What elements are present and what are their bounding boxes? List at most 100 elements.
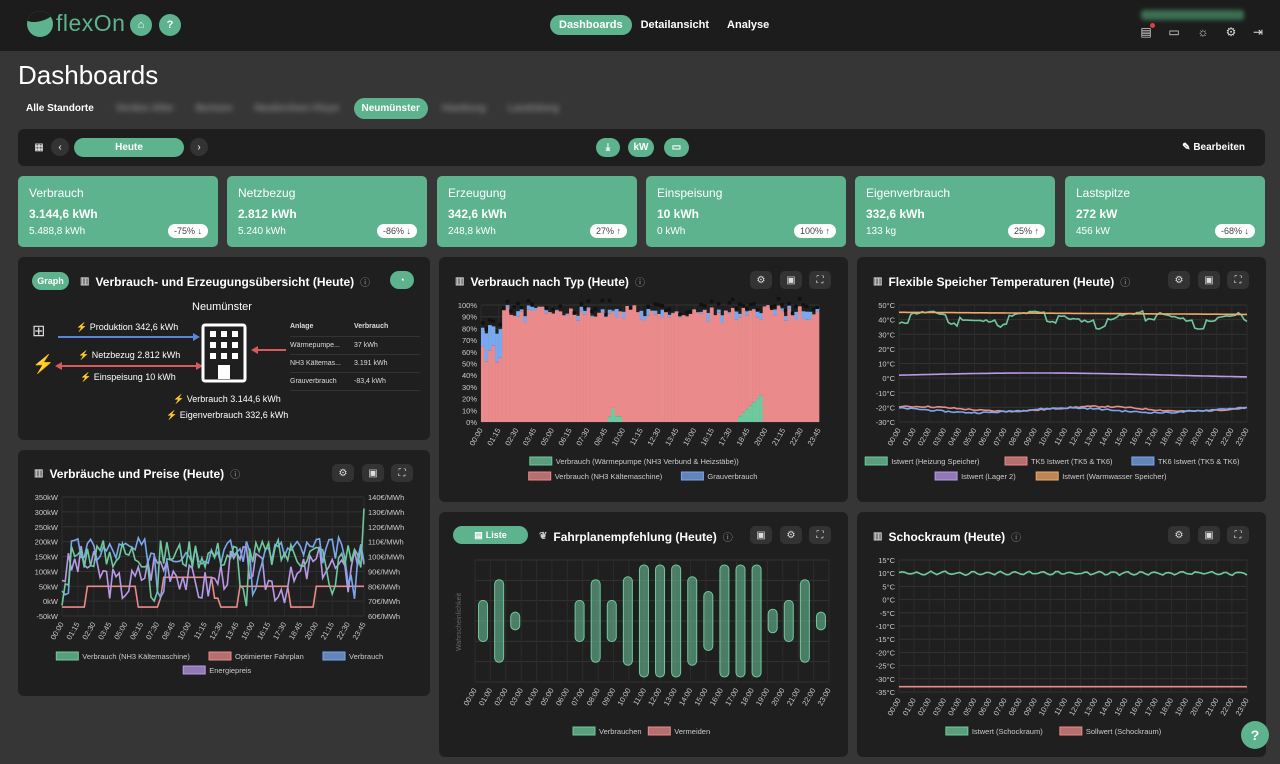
bar-kaelte	[755, 317, 760, 399]
x-tick-label: 05:00	[961, 697, 978, 718]
bar-grau	[787, 305, 792, 309]
fullscreen-icon[interactable]: ⛶	[809, 271, 831, 289]
image-export-icon[interactable]: ▣	[1198, 271, 1220, 289]
bar-kaelte	[723, 310, 728, 422]
logout-icon[interactable]: ⇥	[1252, 25, 1264, 39]
bar-kaelte	[667, 317, 672, 422]
bar-waermepumpe	[607, 416, 612, 422]
x-tick-label: 15:00	[692, 687, 709, 708]
x-tick-label: 07:00	[569, 687, 586, 708]
preise-panel: ▥ Verbräuche und Preise (Heute) ⓘ ⚙ ▣ ⛶ 35…	[18, 450, 430, 696]
next-day-button[interactable]: ›	[190, 138, 208, 156]
legend-label: TK5 Istwert (TK5 & TK6)	[1031, 457, 1113, 466]
nav-detailansicht[interactable]: Detailansicht	[640, 19, 710, 31]
fullscreen-icon[interactable]: ⛶	[1227, 526, 1249, 544]
bar-waermepumpe	[618, 416, 623, 422]
bar-grau	[646, 308, 651, 316]
image-export-icon[interactable]: ▣	[780, 271, 802, 289]
x-tick-label: 06:15	[128, 621, 145, 642]
image-export-icon[interactable]: ▣	[362, 464, 384, 482]
unit-toggle[interactable]: kW	[628, 138, 654, 157]
nav-dashboards[interactable]: Dashboards	[550, 15, 632, 35]
bar-kaelte	[512, 315, 517, 422]
list-toggle[interactable]: ▤ Liste	[453, 526, 528, 544]
tab-location[interactable]: Neukirchen-Vluyn	[254, 103, 340, 114]
bar-cap	[685, 310, 689, 315]
bar-grau	[755, 311, 760, 318]
info-icon[interactable]: ⓘ	[360, 278, 371, 289]
bar-cap	[481, 321, 485, 325]
kpi-card[interactable]: Eigenverbrauch 332,6 kWh 133 kg 25% ↑	[855, 176, 1055, 247]
gear-icon[interactable]: ⚙	[332, 464, 354, 482]
legend-label: Verbrauchen	[599, 727, 642, 736]
nav-analyse[interactable]: Analyse	[727, 19, 770, 31]
bar-grau	[484, 333, 489, 362]
prev-day-button[interactable]: ‹	[51, 138, 69, 156]
flexon-logo[interactable]: flexOn	[27, 10, 125, 37]
chart-icon: ▥	[455, 276, 465, 287]
theme-sun-icon[interactable]: ☼	[1197, 25, 1209, 39]
tab-location[interactable]: Bertzen	[195, 103, 233, 114]
gear-icon[interactable]: ⚙	[1168, 271, 1190, 289]
kpi-card[interactable]: Einspeisung 10 kWh 0 kWh 100% ↑	[646, 176, 846, 247]
fullscreen-icon[interactable]: ⛶	[391, 464, 413, 482]
bar-cap	[505, 299, 510, 304]
chat-help-icon[interactable]: ?	[1241, 721, 1269, 749]
info-icon[interactable]: ⓘ	[1120, 278, 1131, 289]
graph-toggle[interactable]: Graph	[32, 272, 69, 290]
x-tick-label: 21:15	[770, 427, 787, 448]
info-icon[interactable]: ⓘ	[1011, 533, 1022, 544]
feedback-icon[interactable]: ▭	[1168, 25, 1180, 39]
info-icon[interactable]: ⓘ	[230, 470, 241, 481]
overview-title: ▥ Verbrauch- und Erzeugungsübersicht (Heu…	[80, 274, 371, 290]
bar-waermepumpe	[745, 409, 749, 422]
gear-icon[interactable]: ⚙	[750, 271, 772, 289]
kpi-card[interactable]: Verbrauch 3.144,6 kWh 5.488,8 kWh -75% ↓	[18, 176, 218, 247]
gear-icon[interactable]: ⚙	[1168, 526, 1190, 544]
kpi-card[interactable]: Lastspitze 272 kW 456 kW -68% ↓	[1065, 176, 1265, 247]
info-icon[interactable]: ⓘ	[634, 278, 645, 289]
download-icon[interactable]: ⤓	[596, 138, 620, 157]
info-icon[interactable]: ⓘ	[722, 533, 733, 544]
bar-grau	[780, 308, 785, 311]
image-export-icon[interactable]: ▣	[1198, 526, 1220, 544]
x-tick-label: 21:15	[319, 621, 336, 642]
x-tick-label: 03:00	[931, 427, 948, 448]
fullscreen-icon[interactable]: ⛶	[809, 526, 831, 544]
calendar-alert-icon[interactable]: ▤	[1139, 23, 1155, 39]
kpi-card[interactable]: Erzeugung 342,6 kWh 248,8 kWh 27% ↑	[437, 176, 637, 247]
monitor-icon[interactable]: ▭	[664, 138, 689, 157]
bar-cap	[716, 301, 721, 306]
home-icon[interactable]: ⌂	[130, 14, 152, 36]
gear-icon[interactable]: ⚙	[1225, 25, 1237, 39]
x-tick-label: 10:00	[1037, 697, 1054, 718]
date-selector[interactable]: Heute	[74, 138, 184, 157]
pie-toggle-icon[interactable]: ◔	[390, 271, 414, 289]
bar-cap	[811, 307, 816, 312]
schedule-bar	[751, 564, 762, 678]
x-tick-label: 11:15	[192, 621, 209, 641]
bar-cap	[579, 301, 584, 306]
x-tick-label: 20:00	[303, 621, 320, 642]
fullscreen-icon[interactable]: ⛶	[1227, 271, 1249, 289]
tab-location[interactable]: Verden Aller	[115, 103, 174, 114]
calendar-icon[interactable]: ▦	[34, 141, 44, 153]
y-tick-label: 30%	[462, 383, 477, 392]
kpi-card[interactable]: Netzbezug 2.812 kWh 5.240 kWh -86% ↓	[227, 176, 427, 247]
overview-panel: Graph ▥ Verbrauch- und Erzeugungsübersich…	[18, 257, 430, 440]
tab-location[interactable]: Landsberg	[507, 103, 559, 114]
x-tick-label: 02:00	[916, 697, 933, 718]
x-tick-label: 08:45	[592, 427, 609, 448]
bar-cap	[797, 297, 802, 301]
x-tick-label: 19:00	[754, 687, 771, 708]
bar-kaelte	[639, 319, 644, 422]
tab-location[interactable]: Hamburg	[441, 103, 486, 114]
gear-icon[interactable]: ⚙	[780, 526, 802, 544]
bar-kaelte	[611, 311, 616, 408]
tab-neumuenster[interactable]: Neumünster	[353, 98, 428, 119]
help-icon[interactable]: ?	[159, 14, 181, 36]
tab-alle-standorte[interactable]: Alle Standorte	[26, 103, 94, 114]
edit-button[interactable]: ✎ Bearbeiten	[1182, 142, 1245, 153]
bar-kaelte	[604, 317, 609, 422]
image-export-icon[interactable]: ▣	[750, 526, 772, 544]
